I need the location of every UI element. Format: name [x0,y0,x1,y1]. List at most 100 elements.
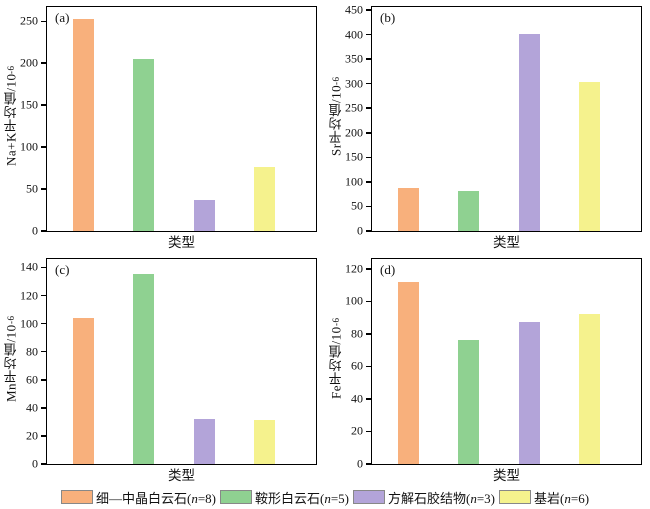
y-tick-label: 40 [351,391,363,406]
bar [518,322,540,464]
panel-letter-c: (c) [55,262,70,277]
y-tick-mark [41,104,47,106]
y-tick-mark [366,268,372,270]
y-tick-label: 100 [20,139,38,154]
y-tick-mark [41,294,47,297]
y-tick-label: 80 [351,326,363,341]
x-axis-title-a: 类型 [168,235,195,250]
plot-area-d: (d) 0 20 40 60 80 100 120 [345,258,642,471]
y-tick-label: 120 [345,261,363,276]
x-axis-title-d: 类型 [493,468,520,483]
y-tick-label: 80 [26,344,38,359]
y-tick-label: 40 [26,400,38,415]
y-tick-label: 20 [351,423,363,438]
y-tick-mark [366,181,372,183]
y-tick-label: 60 [26,372,38,387]
y-tick-mark [41,20,47,23]
legend-item-saddle-dolomite: 鞍形白云石(n=5) [219,488,349,507]
y-tick-label: 350 [345,51,363,66]
panel-letter-b: (b) [380,10,396,25]
bar [397,188,419,231]
y-tick-mark [41,463,47,465]
bar [458,190,480,231]
y-tick-mark [366,333,372,335]
y-axis-title-text: Sr平均值/10 [328,84,344,156]
bar [397,281,419,464]
plot-wrapper: (a) 0 50 100 150 200 250 类型 [20,6,317,252]
plot-area-c: (c) 0 20 40 60 80 100 120 140 [20,258,317,471]
legend-label: 细—中晶白云石(n=8) [95,490,216,506]
y-tick-mark [366,58,372,60]
y-tick-label: 100 [345,293,363,308]
y-tick-label: 400 [345,27,363,42]
y-tick-mark [41,435,47,437]
y-tick-mark [366,9,372,11]
bar [518,33,540,231]
bar [254,167,276,231]
legend-label: 基岩(n=6) [534,490,590,506]
y-tick-mark [366,230,372,232]
legend-item-calcite-cement: 方解石胶结物(n=3) [353,488,495,507]
y-tick-mark [41,62,47,64]
bar [133,274,155,464]
subplot-b: Sr平均值/10 -6 (b) 0 50 100 150 200 250 300 350 400 4… [325,0,650,252]
y-tick-label: 200 [345,125,363,140]
y-tick-label: 300 [345,76,363,91]
bar [193,419,215,464]
subplot-grid: Na+K平均值/10 -6 (a) 0 50 100 150 200 250 类型 Sr平均… [0,0,650,485]
y-tick-label: 150 [345,149,363,164]
bar [254,420,276,464]
plot-wrapper: (d) 0 20 40 60 80 100 120 类型 [345,258,642,485]
legend-label: 方解石胶结物(n=3) [388,490,496,506]
subplot-a: Na+K平均值/10 -6 (a) 0 50 100 150 200 250 类型 [0,0,325,252]
x-axis-title-b: 类型 [493,235,520,250]
y-tick-mark [366,82,372,85]
y-tick-mark [41,230,47,232]
y-tick-mark [366,205,372,208]
y-tick-label: 250 [345,100,363,115]
y-axis-exponent: -6 [6,315,16,324]
y-tick-label: 0 [357,223,363,238]
y-tick-label: 100 [20,316,38,331]
y-tick-mark [41,266,47,269]
y-axis-exponent: -6 [6,65,16,75]
panel-letter-d: (d) [380,262,396,277]
y-tick-label: 0 [32,456,38,471]
y-axis-title-a: Na+K平均值/10 -6 [1,0,21,232]
y-tick-mark [41,350,47,353]
plot-wrapper: (b) 0 50 100 150 200 250 300 350 400 450 类型 [345,2,642,252]
y-tick-mark [366,33,372,36]
y-tick-mark [366,107,372,109]
legend-item-fine-medium-dolomite: 细—中晶白云石(n=8) [60,488,216,507]
y-tick-label: 0 [357,456,363,471]
y-tick-mark [366,132,372,134]
bar [579,314,601,464]
y-tick-mark [41,407,47,409]
y-tick-label: 140 [20,259,38,274]
legend-swatch-green [219,490,252,504]
subplot-c: Mn平均值/10 -6 (c) 0 20 40 60 80 100 120 140 类型 [0,252,325,485]
y-tick-label: 60 [351,358,363,373]
legend-swatch-yellow [499,490,532,504]
y-tick-label: 250 [20,13,38,28]
legend-swatch-orange [60,490,93,504]
bar [193,199,215,231]
y-axis-title-text: Fe平均值/10 [328,326,344,400]
y-axis-title-text: Mn平均值/10 [3,323,19,402]
y-axis-exponent: -6 [331,76,341,85]
bar [72,18,94,231]
y-tick-label: 20 [26,428,38,443]
bar [72,317,94,464]
y-axis-title-text: Na+K平均值/10 [3,74,19,167]
y-tick-mark [41,146,47,148]
y-tick-label: 450 [345,2,363,17]
plot-wrapper: (c) 0 20 40 60 80 100 120 140 类型 [20,258,317,485]
bar [579,82,601,231]
legend-item-bedrock: 基岩(n=6) [499,488,589,507]
y-tick-mark [41,322,47,325]
y-tick-mark [366,430,372,433]
legend-label: 鞍形白云石(n=5) [254,490,349,506]
bar [133,59,155,231]
y-tick-label: 120 [20,288,38,303]
y-tick-mark [366,398,372,400]
